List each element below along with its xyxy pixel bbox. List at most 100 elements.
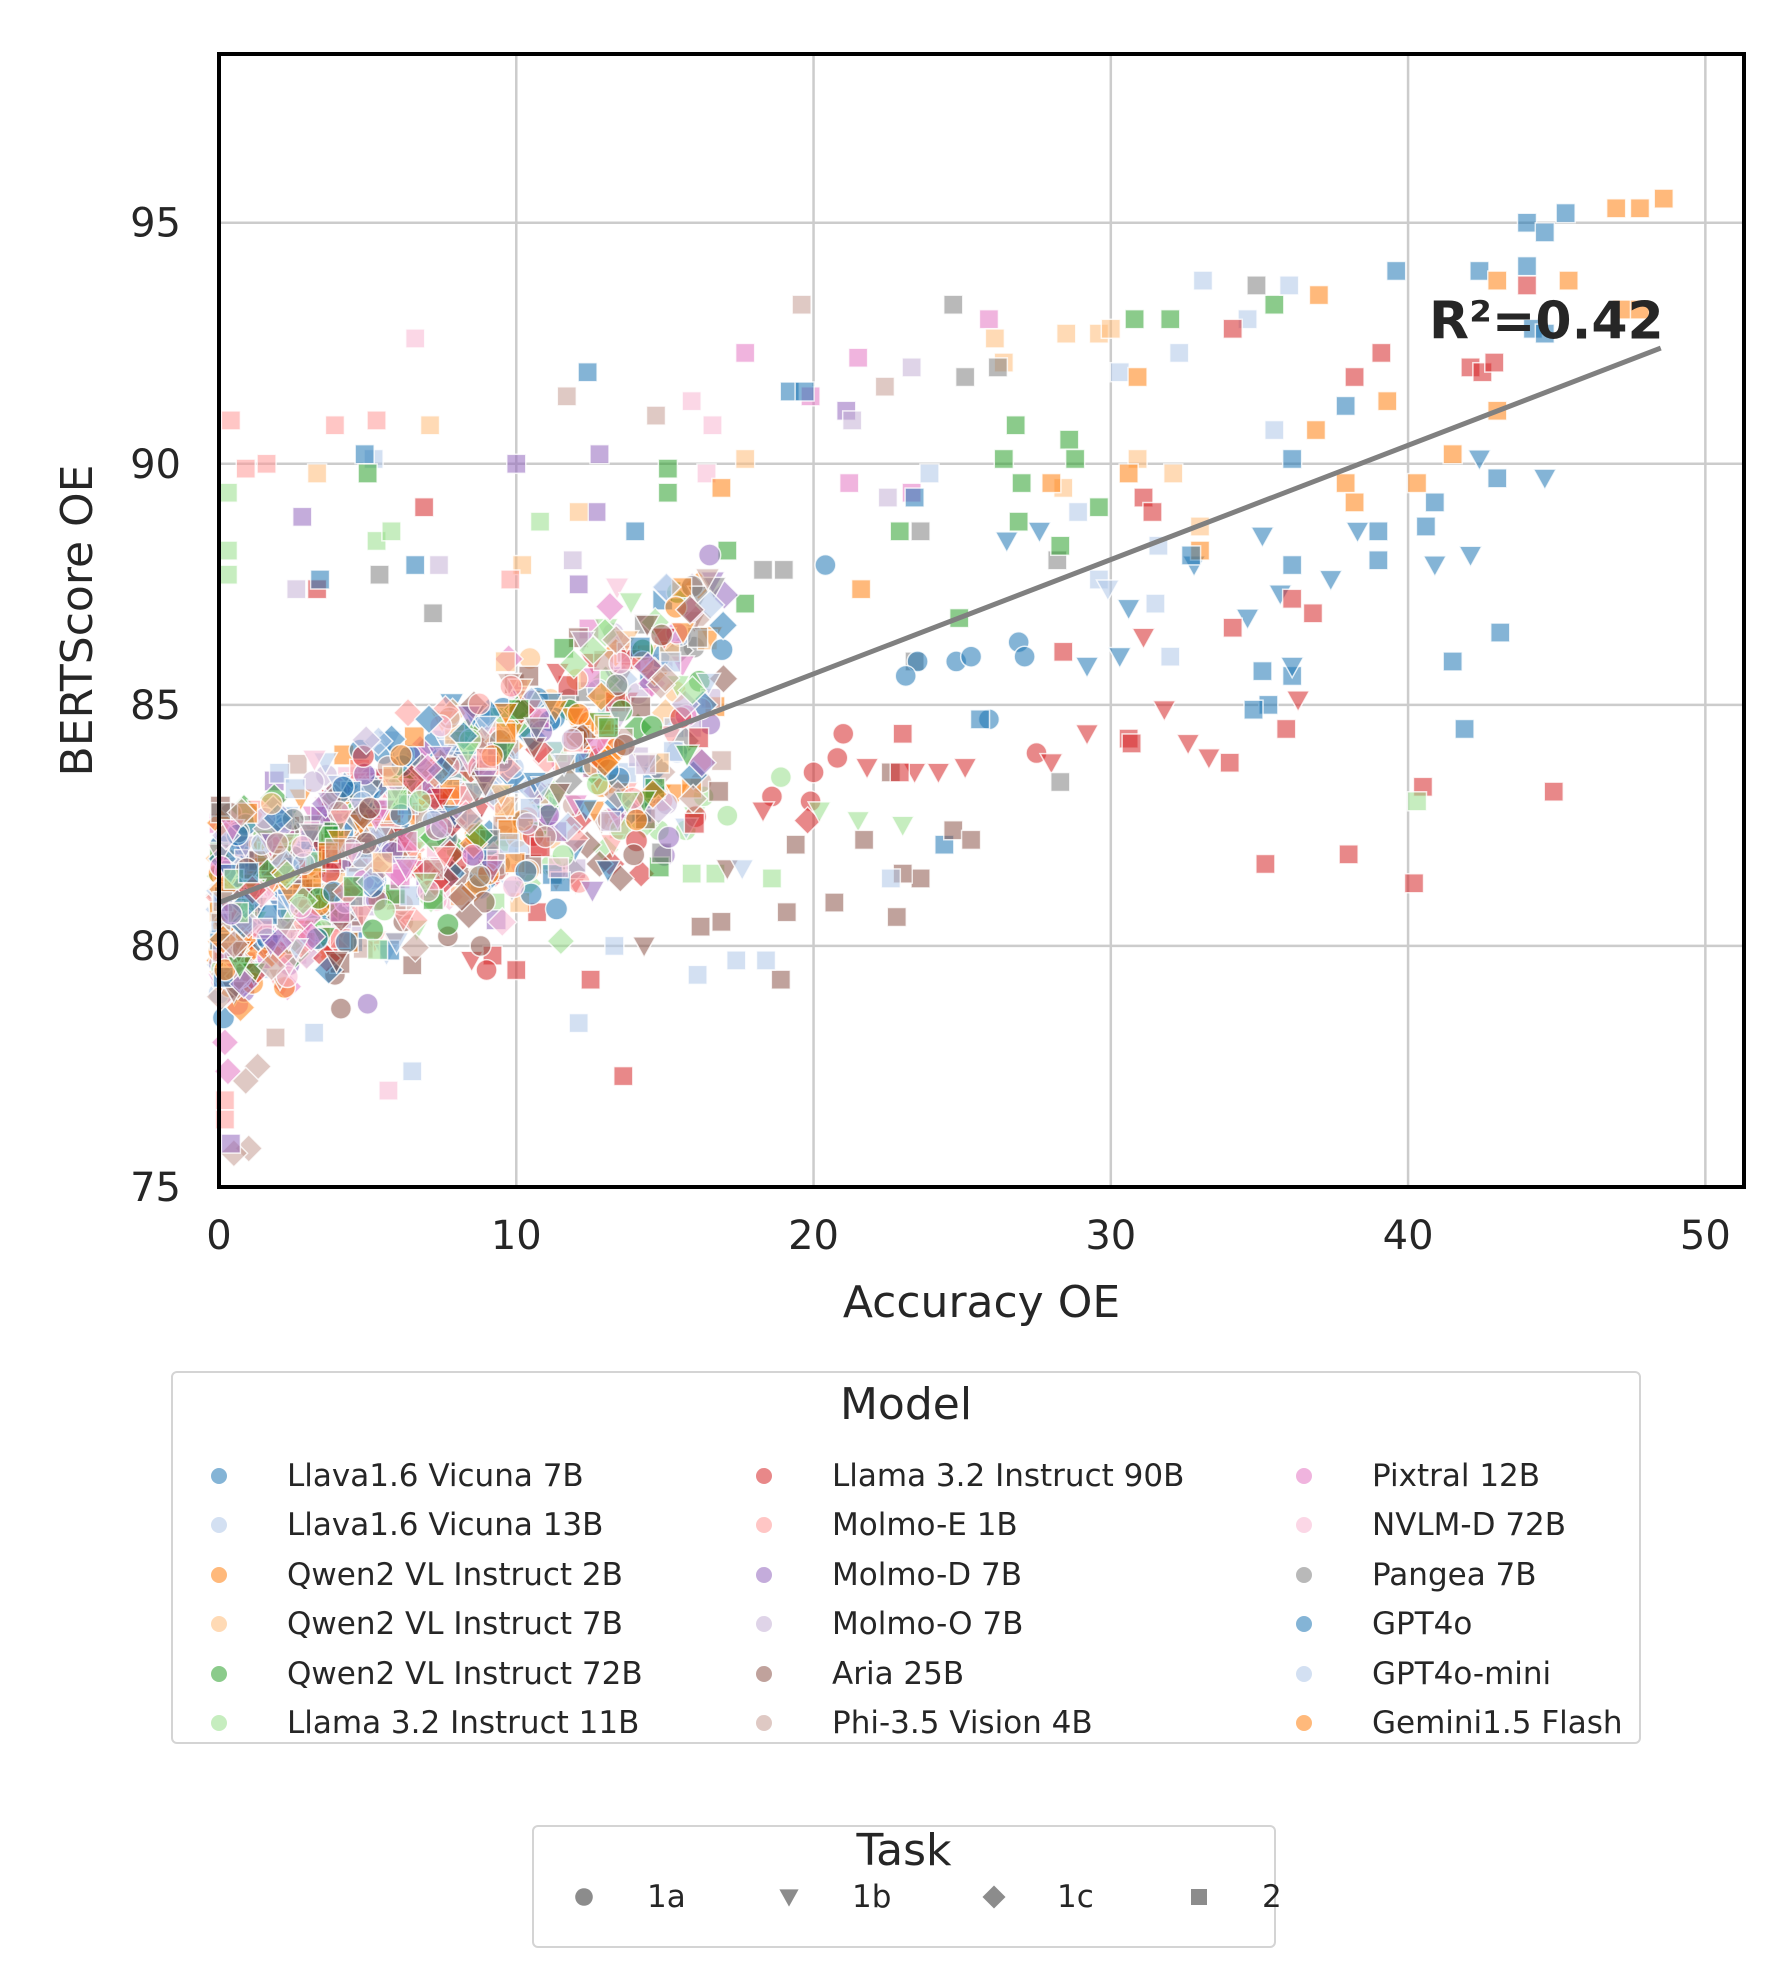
data-point: [515, 811, 540, 836]
y-axis-ticks: 75 80 85 90 95: [130, 201, 181, 1211]
legend-marker-icon: [211, 1517, 227, 1534]
data-point: [826, 746, 849, 770]
data-point: [306, 463, 328, 484]
data-point: [475, 958, 498, 982]
data-point: [404, 554, 426, 576]
data-point: [369, 564, 390, 585]
data-point: [404, 328, 426, 349]
data-point: [1377, 390, 1398, 412]
data-point: [604, 935, 625, 957]
data-point: [301, 749, 328, 774]
data-point: [1275, 718, 1297, 740]
data-point: [1371, 342, 1392, 364]
data-point: [1318, 569, 1344, 593]
data-point: [494, 650, 517, 673]
data-point: [323, 950, 350, 975]
data-point: [1335, 472, 1356, 494]
data-point: [580, 969, 601, 990]
data-point: [329, 997, 353, 1020]
data-point: [1219, 752, 1240, 773]
x-tick-label: 50: [1680, 1213, 1731, 1259]
data-point: [1109, 361, 1130, 383]
data-point: [486, 906, 518, 938]
data-point: [877, 487, 899, 508]
regression-line: [218, 345, 1662, 905]
data-point: [773, 559, 795, 581]
task-legend-label: 2: [1262, 1879, 1282, 1915]
data-point: [952, 757, 978, 781]
data-point: [890, 815, 916, 839]
data-point: [327, 808, 355, 833]
data-point: [262, 927, 294, 959]
legend-marker-icon: [756, 1467, 772, 1484]
data-point: [544, 897, 569, 921]
data-point: [894, 664, 917, 688]
legend-label: Llama 3.2 Instruct 90B: [832, 1457, 1185, 1494]
data-point: [468, 864, 492, 888]
data-point: [566, 702, 591, 726]
legend-marker-icon: [1296, 1467, 1312, 1484]
data-point: [560, 727, 584, 752]
legend-label: Qwen2 VL Instruct 2B: [287, 1556, 623, 1593]
data-point: [1115, 598, 1142, 622]
x-tick-label: 0: [206, 1213, 231, 1259]
data-point: [633, 614, 661, 639]
triangle-down-marker-icon: [779, 1889, 799, 1907]
legend-marker-icon: [1296, 1566, 1312, 1583]
data-point: [1487, 270, 1508, 291]
legend-item: Qwen2 VL Instruct 2B: [173, 1550, 643, 1600]
data-point: [1422, 555, 1448, 578]
data-point: [697, 543, 722, 567]
legend-item: NVLM-D 72B: [1258, 1501, 1623, 1551]
data-point: [446, 881, 478, 913]
data-point: [1074, 723, 1100, 747]
data-point: [1385, 260, 1407, 282]
square-marker-icon: [1191, 1889, 1207, 1905]
data-point: [613, 1065, 634, 1087]
data-point: [1534, 323, 1556, 344]
data-point: [1415, 516, 1437, 537]
data-point: [910, 868, 931, 889]
data-point: [1246, 275, 1267, 296]
data-point: [1180, 545, 1202, 566]
data-point: [1558, 270, 1579, 291]
data-point: [454, 741, 482, 766]
data-point: [355, 866, 387, 898]
data-point: [1175, 733, 1201, 757]
data-point: [290, 834, 315, 859]
data-point: [1302, 603, 1324, 624]
data-point: [220, 410, 242, 431]
data-point: [303, 1022, 325, 1043]
data-point: [577, 361, 598, 383]
model-legend-title: Model: [839, 1379, 973, 1430]
legend-label: Llava1.6 Vicuna 7B: [287, 1457, 584, 1494]
legend-marker-icon: [1296, 1616, 1312, 1633]
legend-label: Aria 25B: [832, 1655, 965, 1692]
data-point: [1088, 496, 1110, 518]
data-point: [1121, 733, 1142, 754]
data-point: [372, 898, 397, 922]
data-point: [1516, 275, 1538, 296]
data-point: [1011, 472, 1032, 494]
data-point: [1095, 579, 1121, 603]
r-squared-annotation: R²=0.42: [1429, 291, 1664, 351]
data-point: [1489, 622, 1511, 643]
data-point: [1252, 660, 1273, 682]
data-point: [901, 357, 922, 378]
data-point: [453, 805, 485, 837]
data-point: [350, 724, 382, 756]
legend-column: Llava1.6 Vicuna 7B Llava1.6 Vicuna 13B Qwe…: [173, 1451, 643, 1748]
data-point: [506, 453, 527, 475]
data-point: [1442, 651, 1463, 672]
data-point: [210, 1027, 240, 1058]
data-point: [500, 569, 521, 590]
data-point: [428, 554, 450, 576]
diamond-marker-icon: [982, 1885, 1006, 1909]
task-legend-label: 1a: [647, 1879, 686, 1915]
data-point: [1516, 255, 1538, 277]
legend-label: Molmo-O 7B: [832, 1606, 1024, 1643]
data-point: [711, 477, 732, 499]
task-legend-item: 1a: [569, 1879, 686, 1915]
data-point: [436, 912, 460, 937]
data-point: [354, 443, 375, 465]
